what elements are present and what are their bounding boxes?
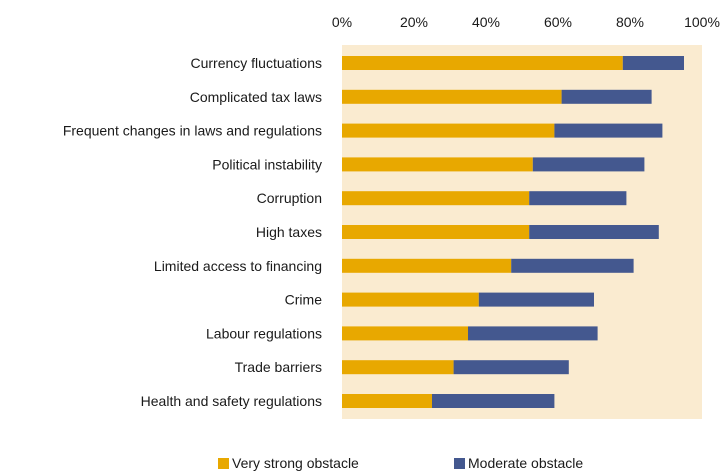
bar-moderate bbox=[529, 191, 627, 206]
x-tick-label: 80% bbox=[616, 14, 644, 30]
bar-moderate bbox=[532, 157, 645, 172]
bar-very-strong bbox=[342, 394, 432, 408]
legend-label-moderate: Moderate obstacle bbox=[468, 455, 584, 471]
bar-very-strong bbox=[342, 292, 479, 307]
category-label: Trade barriers bbox=[235, 359, 322, 375]
bar-moderate bbox=[554, 123, 663, 138]
category-label: Labour regulations bbox=[206, 325, 322, 341]
category-label: High taxes bbox=[256, 224, 322, 240]
category-label: Currency fluctuations bbox=[190, 55, 322, 71]
legend-label-very-strong: Very strong obstacle bbox=[232, 455, 359, 471]
legend-swatch-moderate bbox=[454, 457, 465, 469]
bar-very-strong bbox=[342, 225, 530, 239]
legend-swatch-very-strong bbox=[218, 457, 229, 469]
bar-moderate bbox=[478, 292, 594, 307]
bar-moderate bbox=[453, 360, 569, 375]
legend: Very strong obstacle Moderate obstacle bbox=[0, 455, 723, 475]
stacked-bar-chart: 0% 20% 40% 60% 80% 100% Currency fluctuations… bbox=[63, 14, 720, 419]
category-label: Political instability bbox=[212, 156, 322, 172]
bar-moderate bbox=[529, 225, 659, 239]
x-tick-label: 40% bbox=[472, 14, 500, 30]
bar-very-strong bbox=[342, 191, 530, 206]
bar-very-strong bbox=[342, 157, 533, 172]
bar-very-strong bbox=[342, 258, 512, 273]
bar-very-strong bbox=[342, 56, 623, 70]
category-label: Limited access to financing bbox=[154, 258, 322, 274]
x-tick-label: 100% bbox=[684, 14, 720, 30]
bar-moderate bbox=[561, 89, 652, 104]
x-axis-ticks: 0% 20% 40% 60% 80% 100% bbox=[332, 14, 720, 30]
bar-moderate bbox=[468, 326, 598, 341]
x-tick-label: 0% bbox=[332, 14, 352, 30]
bar-very-strong bbox=[342, 123, 555, 138]
category-label: Health and safety regulations bbox=[141, 393, 322, 409]
bar-moderate bbox=[511, 258, 634, 273]
bar-very-strong bbox=[342, 89, 562, 104]
bar-moderate bbox=[622, 56, 684, 70]
legend-item-very-strong: Very strong obstacle bbox=[218, 455, 359, 471]
category-labels: Currency fluctuations Complicated tax law… bbox=[63, 55, 322, 409]
x-tick-label: 20% bbox=[400, 14, 428, 30]
bar-very-strong bbox=[342, 360, 454, 375]
category-label: Complicated tax laws bbox=[190, 89, 322, 105]
bar-moderate bbox=[432, 394, 555, 408]
bars bbox=[342, 56, 684, 408]
bar-very-strong bbox=[342, 326, 468, 341]
category-label: Corruption bbox=[257, 190, 322, 206]
x-tick-label: 60% bbox=[544, 14, 572, 30]
category-label: Frequent changes in laws and regulations bbox=[63, 123, 322, 139]
legend-item-moderate: Moderate obstacle bbox=[454, 455, 583, 471]
category-label: Crime bbox=[285, 292, 323, 308]
